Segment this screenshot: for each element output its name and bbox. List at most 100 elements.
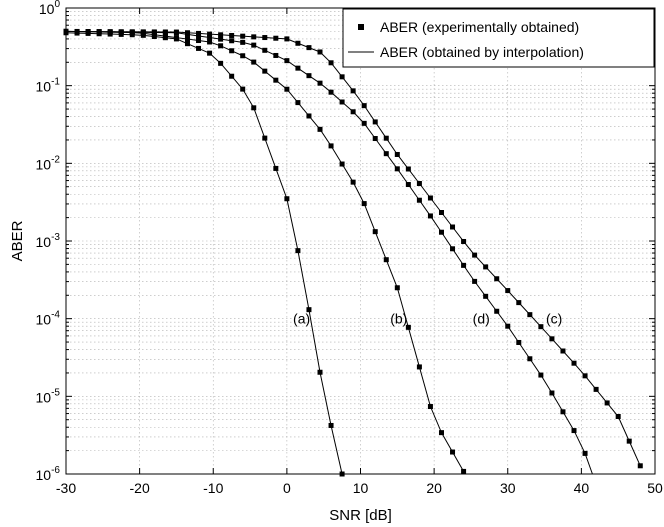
series-a-marker — [284, 196, 290, 202]
series-c-marker — [394, 151, 400, 157]
series-c-marker — [416, 181, 422, 186]
y-tick-label: 10-4 — [36, 310, 61, 328]
series-c-marker — [450, 224, 456, 230]
series-b-marker — [173, 35, 179, 41]
series-c-marker — [582, 373, 588, 379]
series-d-marker — [538, 372, 544, 378]
series-a-marker — [317, 369, 323, 375]
series-d-marker — [527, 356, 533, 362]
series-c-marker — [494, 276, 500, 282]
series-d-marker — [96, 29, 102, 35]
series-d-marker — [571, 428, 577, 434]
series-d-marker — [129, 29, 135, 35]
series-b-marker — [218, 43, 224, 49]
series-c-marker — [273, 35, 279, 41]
series-d-marker — [273, 52, 279, 58]
y-tick-label: 10-5 — [36, 387, 61, 405]
y-tick-label: 10-1 — [36, 77, 61, 95]
series-c-marker — [405, 166, 411, 172]
x-tick-label: 50 — [647, 480, 663, 496]
x-tick-label: 40 — [574, 480, 590, 496]
series-c-marker — [251, 34, 257, 40]
x-tick-labels: -30 -20 -10 0 10 20 30 40 50 — [56, 480, 663, 496]
series-d-marker — [262, 47, 268, 53]
series-c-marker — [262, 35, 268, 41]
series-d-marker — [394, 166, 400, 172]
series-d-marker — [118, 29, 124, 35]
series-c-marker — [461, 238, 467, 244]
series-d-marker — [560, 409, 566, 415]
y-tick-label: 100 — [39, 0, 61, 17]
legend-marker-symbol — [358, 24, 364, 30]
series-d-marker — [549, 390, 555, 396]
series-b-marker — [328, 143, 334, 149]
series-d-marker — [416, 197, 422, 203]
x-tick-label: 30 — [500, 480, 516, 496]
y-tick-label: 10-3 — [36, 232, 61, 250]
series-c-marker — [317, 49, 323, 55]
series-c-marker — [218, 32, 224, 38]
curve-label: (c) — [546, 311, 562, 327]
series-c-marker — [637, 463, 643, 469]
series-d-marker — [483, 293, 489, 299]
series-c-marker — [571, 360, 577, 366]
series-b-marker — [317, 126, 323, 132]
curve-label: (d) — [473, 311, 490, 327]
series-d-marker — [306, 73, 312, 79]
y-tick-label: 10-6 — [36, 465, 61, 483]
series-c-marker — [361, 103, 367, 109]
series-c-marker — [472, 252, 478, 258]
series-b-marker — [339, 161, 345, 167]
series-d-marker — [516, 339, 522, 345]
series-b-marker — [405, 324, 411, 330]
series-c-marker — [549, 336, 555, 342]
series-d-marker — [173, 30, 179, 36]
curve-label: (b) — [390, 311, 407, 327]
series-c-marker — [284, 36, 290, 42]
series-b-marker — [416, 364, 422, 370]
series-d-marker — [218, 36, 224, 42]
series-b-marker — [438, 430, 444, 436]
series-a-marker — [328, 422, 334, 428]
series-c-marker — [505, 288, 511, 294]
x-tick-label: -20 — [130, 480, 150, 496]
series-d-marker — [427, 213, 433, 219]
series-b-marker — [240, 53, 246, 59]
series-d-marker — [582, 450, 588, 456]
series-c-marker — [207, 31, 213, 37]
series-b-marker — [383, 257, 389, 263]
series-a-marker — [295, 248, 301, 254]
series-c-marker — [538, 324, 544, 330]
series-d-marker — [107, 29, 113, 35]
series-d-marker — [350, 109, 356, 115]
series-b-marker — [196, 38, 202, 44]
y-tick-label: 10-2 — [36, 154, 61, 172]
series-d-marker — [438, 229, 444, 235]
series-c-marker — [615, 414, 621, 419]
series-a-marker — [184, 41, 190, 47]
x-tick-label: -10 — [203, 480, 223, 496]
series-c-marker — [560, 348, 566, 354]
series-d-marker — [328, 89, 334, 95]
x-tick-label: 0 — [283, 480, 291, 496]
series-c-marker — [483, 264, 489, 270]
series-b-marker — [394, 285, 400, 291]
series-b-marker — [461, 468, 467, 474]
series-c-marker — [328, 60, 334, 66]
series-c-marker — [427, 195, 433, 201]
series-c-marker — [604, 400, 610, 406]
series-d-marker — [405, 182, 411, 188]
series-c-marker — [240, 33, 246, 39]
series-d-marker — [251, 42, 257, 48]
series-b-marker — [184, 36, 190, 42]
series-b-marker — [229, 48, 235, 54]
series-c-marker — [383, 135, 389, 141]
series-d-marker — [505, 323, 511, 329]
series-a-marker — [251, 105, 257, 111]
series-a-marker — [218, 60, 224, 66]
x-tick-label: 20 — [426, 480, 442, 496]
series-c-marker — [527, 312, 533, 318]
series-a-marker — [240, 86, 246, 92]
series-d-marker — [284, 58, 290, 64]
series-b-marker — [427, 404, 433, 410]
